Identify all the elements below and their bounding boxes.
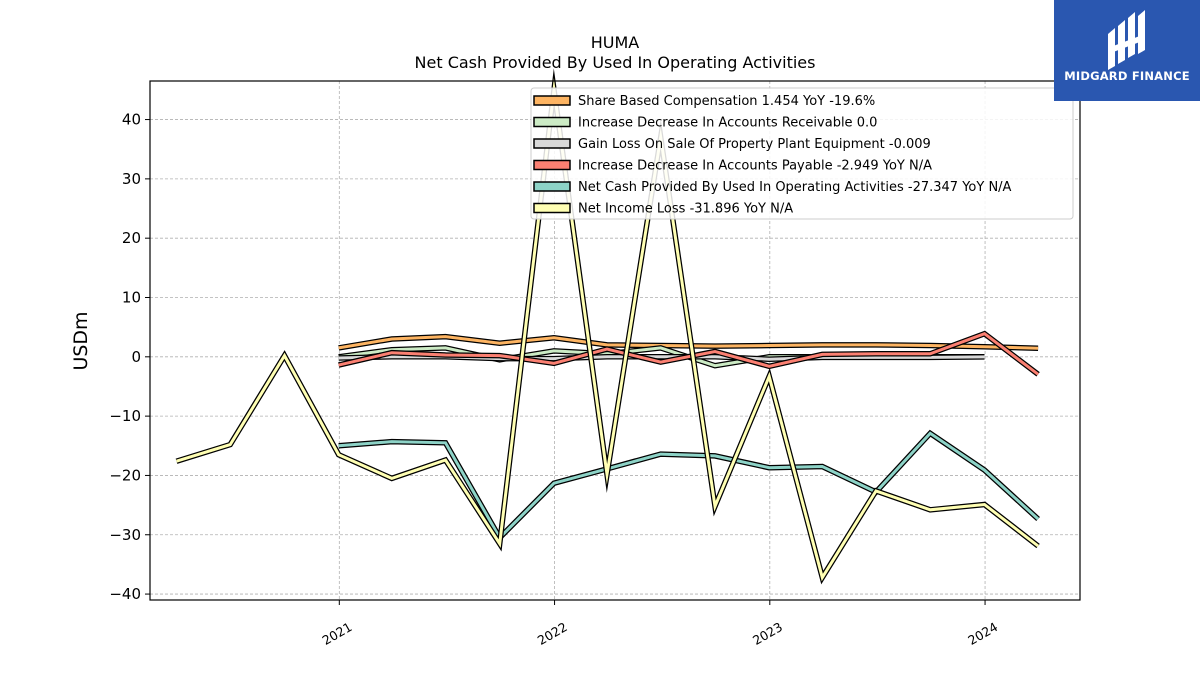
legend-label-2: Gain Loss On Sale Of Property Plant Equi… — [578, 137, 931, 152]
y-tick-label: −10 — [109, 407, 141, 425]
y-tick-label: −20 — [109, 466, 141, 484]
legend-swatch-0 — [533, 95, 571, 106]
legend-swatch-5 — [533, 202, 571, 214]
chart-title: HUMA — [591, 33, 640, 52]
legend-swatch-4 — [533, 181, 571, 192]
logo-mark-icon — [1108, 10, 1145, 70]
legend-box — [530, 87, 1074, 220]
legend-swatch-3 — [533, 159, 571, 171]
brand-logo: MIDGARD FINANCE — [1054, 0, 1200, 101]
series-line-0 — [338, 335, 1039, 350]
chart-subtitle: Net Cash Provided By Used In Operating A… — [415, 53, 816, 72]
series-lines — [175, 68, 1040, 585]
y-tick-label: 10 — [122, 288, 141, 306]
legend: Share Based Compensation 1.454 YoY -19.6… — [530, 87, 1074, 220]
y-tick-label: −40 — [109, 585, 141, 603]
logo-text: MIDGARD FINANCE — [1064, 69, 1190, 83]
legend-label-0: Share Based Compensation 1.454 YoY -19.6… — [578, 94, 875, 109]
y-tick-label: −30 — [109, 526, 141, 544]
y-tick-label: 40 — [122, 111, 141, 129]
y-ticks: −40 −30 −20 −10 0 10 20 30 40 — [109, 111, 150, 603]
y-tick-label: 0 — [131, 348, 141, 366]
x-tick-label: 2021 — [320, 619, 355, 648]
series-line-5 — [176, 78, 1040, 582]
y-axis-label: USDm — [70, 311, 92, 370]
x-ticks: 2021 2022 2023 2024 — [320, 600, 1000, 648]
series-line-3 — [338, 332, 1040, 376]
y-tick-label: 20 — [122, 229, 141, 247]
legend-label-1: Increase Decrease In Accounts Receivable… — [578, 116, 877, 131]
x-tick-label: 2022 — [535, 619, 570, 648]
legend-label-4: Net Cash Provided By Used In Operating A… — [578, 180, 1012, 195]
series-outline-4 — [338, 429, 1040, 543]
y-tick-label: 30 — [122, 170, 141, 188]
legend-label-5: Net Income Loss -31.896 YoY N/A — [578, 202, 793, 217]
legend-swatch-1 — [533, 116, 571, 128]
x-tick-label: 2023 — [750, 619, 785, 648]
plot-frame — [149, 80, 1081, 601]
x-tick-label: 2024 — [965, 619, 1000, 648]
series-line-4 — [338, 431, 1040, 541]
legend-swatch-2 — [533, 138, 571, 149]
legend-label-3: Increase Decrease In Accounts Payable -2… — [578, 159, 932, 174]
